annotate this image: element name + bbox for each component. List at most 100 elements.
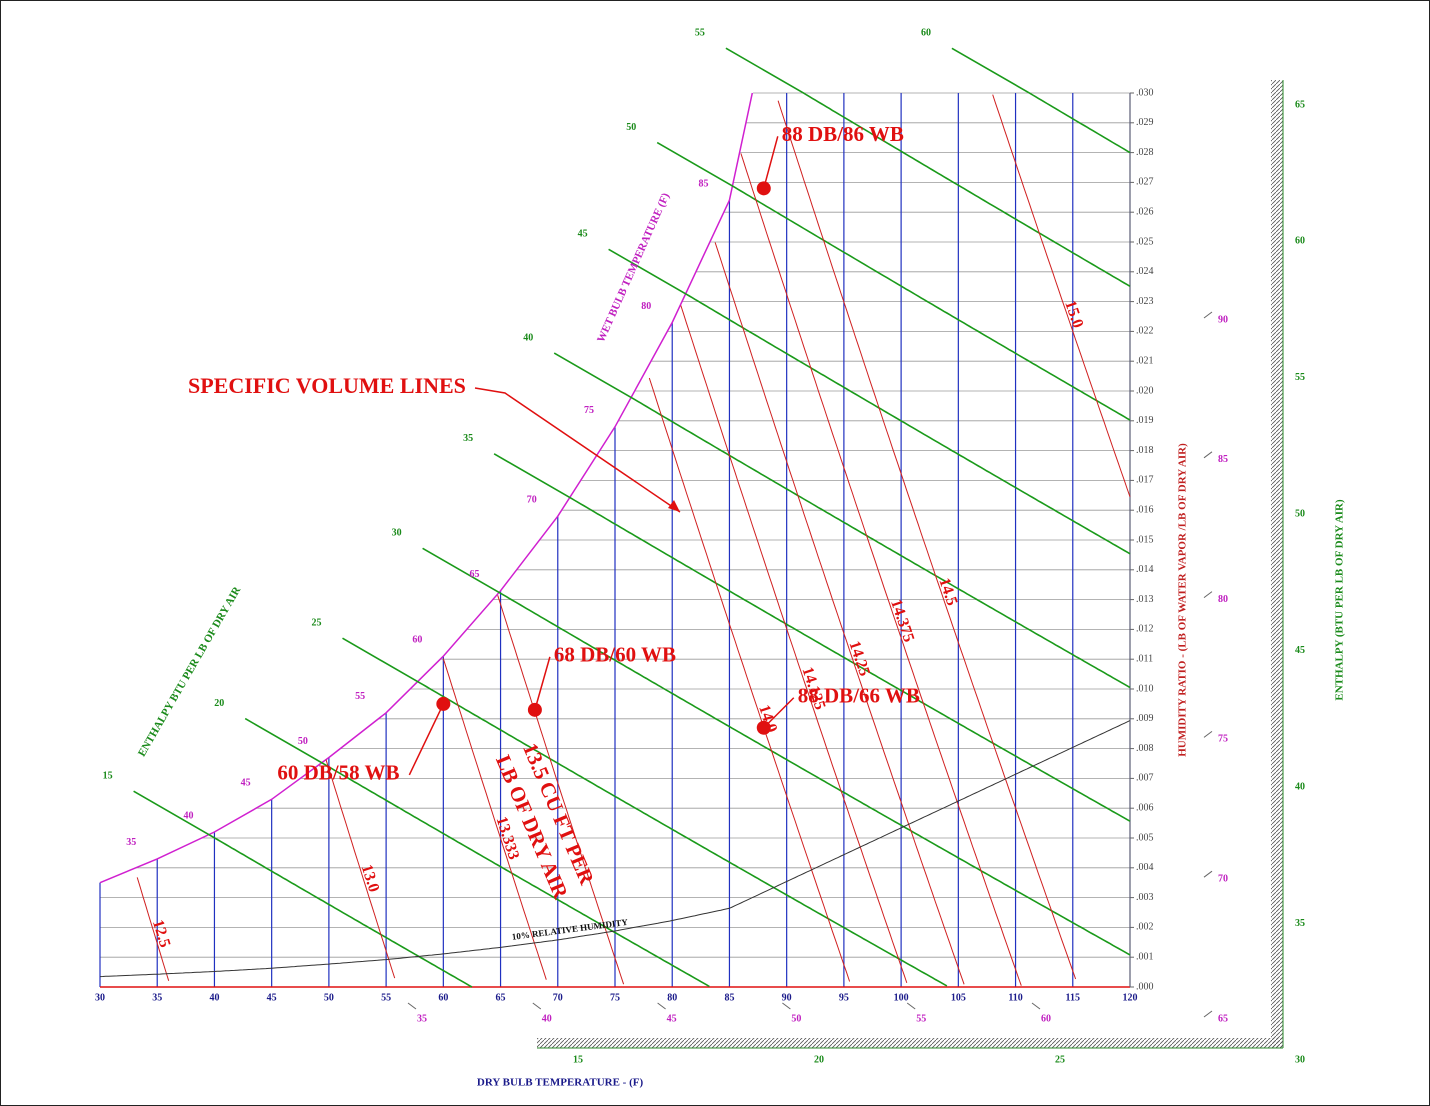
x-tick-label: 55 — [381, 992, 391, 1003]
volume-line — [680, 305, 908, 984]
bottom-scale-label: 40 — [542, 1013, 552, 1024]
x-tick-label: 110 — [1008, 992, 1022, 1003]
point-label: 88 DB/66 WB — [798, 684, 920, 708]
enthalpy-right-label: 50 — [1295, 509, 1305, 520]
y-tick-label: .000 — [1136, 981, 1154, 992]
volume-line — [442, 658, 547, 980]
x-tick-label: 115 — [1066, 992, 1080, 1003]
right-scale-label: 70 — [1218, 873, 1228, 884]
y-tick-label: .016 — [1136, 504, 1154, 515]
state-point — [527, 702, 542, 717]
enthalpy-tick-label: 30 — [392, 528, 402, 539]
x-tick-label: 65 — [496, 992, 506, 1003]
y-tick-label: .023 — [1136, 296, 1154, 307]
bottom-scale-label: 45 — [667, 1013, 677, 1024]
y-tick-label: .028 — [1136, 147, 1154, 158]
bottom-scale-tick — [407, 1002, 417, 1010]
enthalpy-line — [342, 637, 948, 987]
x-tick-label: 60 — [438, 992, 448, 1003]
y-tick-label: .003 — [1136, 892, 1154, 903]
y-axis-label: HUMIDITY RATIO - (LB OF WATER VAPOR /LB … — [1177, 443, 1189, 757]
volume-line — [714, 242, 965, 985]
enthalpy-right-label: 35 — [1295, 918, 1305, 929]
right-scale-tick — [1203, 591, 1213, 598]
y-tick-label: .014 — [1136, 564, 1154, 575]
x-tick-label: 80 — [667, 992, 677, 1003]
right-scale-label: 90 — [1218, 314, 1228, 325]
y-tick-label: .019 — [1136, 415, 1154, 426]
x-tick-label: 50 — [324, 992, 334, 1003]
enthalpy-tick-label: 40 — [523, 332, 533, 343]
y-tick-label: .012 — [1136, 624, 1154, 635]
volume-line — [648, 377, 851, 982]
leader — [763, 697, 795, 729]
enthalpy-line — [244, 717, 710, 988]
point-label: 88 DB/86 WB — [782, 122, 904, 146]
y-tick-label: .008 — [1136, 743, 1154, 754]
x-tick-label: 90 — [782, 992, 792, 1003]
bottom-scale-label: 60 — [1041, 1013, 1051, 1024]
wet-bulb-tick-label: 50 — [298, 736, 308, 747]
enthalpy-tick-label: 20 — [214, 698, 224, 709]
enthalpy-right-label: 30 — [1295, 1054, 1305, 1065]
bottom-scale-label: 55 — [916, 1013, 926, 1024]
right-scale-tick — [1203, 870, 1213, 878]
leader — [534, 656, 551, 711]
saturation-curve — [99, 92, 754, 884]
y-tick-label: .013 — [1136, 594, 1154, 605]
enthalpy-right-label: 60 — [1295, 236, 1305, 247]
wet-bulb-tick-label: 75 — [584, 405, 594, 416]
y-tick-label: .030 — [1136, 87, 1154, 98]
enthalpy-ruler — [1271, 80, 1283, 1048]
bottom-scale-label: 35 — [417, 1013, 427, 1024]
bottom-scale-tick — [532, 1002, 542, 1010]
y-tick-label: .002 — [1136, 922, 1154, 933]
y-tick-label: .004 — [1136, 862, 1154, 873]
leader — [763, 136, 779, 189]
wet-bulb-tick-label: 55 — [355, 691, 365, 702]
y-tick-label: .015 — [1136, 534, 1154, 545]
enthalpy-tick-label: 25 — [312, 617, 322, 628]
bottom-scale-tick — [1031, 1002, 1041, 1010]
right-scale-label: 65 — [1218, 1013, 1228, 1024]
x-tick-label: 40 — [209, 992, 219, 1003]
right-scale-label: 85 — [1218, 454, 1228, 465]
enthalpy-bottom-label: 15 — [573, 1054, 583, 1065]
rh-line — [99, 720, 1131, 978]
wet-bulb-tick-label: 85 — [698, 179, 708, 190]
volume-line — [740, 153, 1022, 986]
x-tick-label: 100 — [894, 992, 909, 1003]
wet-bulb-tick-label: 45 — [241, 778, 251, 789]
volume-line — [497, 595, 625, 985]
right-scale-tick — [1203, 311, 1213, 319]
right-scale-label: 75 — [1218, 734, 1228, 745]
wet-bulb-tick-label: 70 — [527, 494, 537, 505]
x-tick-label: 70 — [553, 992, 563, 1003]
y-tick-label: .021 — [1136, 355, 1154, 366]
y-tick-label: .001 — [1136, 951, 1154, 962]
x-tick-label: 35 — [152, 992, 162, 1003]
enthalpy-tick-label: 50 — [626, 122, 636, 133]
enthalpy-line — [422, 547, 1131, 956]
leader — [408, 703, 445, 776]
y-tick-label: .025 — [1136, 236, 1154, 247]
enthalpy-line — [608, 248, 1131, 555]
wet-bulb-tick-label: 65 — [470, 569, 480, 580]
enthalpy-line — [553, 352, 1131, 689]
enthalpy-right-label: 45 — [1295, 645, 1305, 656]
x-tick-label: 95 — [839, 992, 849, 1003]
enthalpy-line — [951, 47, 1131, 154]
y-tick-label: .017 — [1136, 475, 1154, 486]
enthalpy-line — [725, 47, 1131, 287]
y-tick-label: .029 — [1136, 117, 1154, 128]
point-label: 60 DB/58 WB — [277, 761, 399, 785]
wet-bulb-tick-label: 80 — [641, 301, 651, 312]
enthalpy-right-label: 40 — [1295, 781, 1305, 792]
y-tick-label: .006 — [1136, 802, 1154, 813]
y-tick-label: .027 — [1136, 177, 1154, 188]
state-point — [756, 720, 771, 735]
volume-line — [136, 877, 170, 981]
enthalpy-axis-label: ENTHALPY (BTU PER LB OF DRY AIR) — [1334, 499, 1346, 701]
right-scale-tick — [1203, 731, 1213, 738]
